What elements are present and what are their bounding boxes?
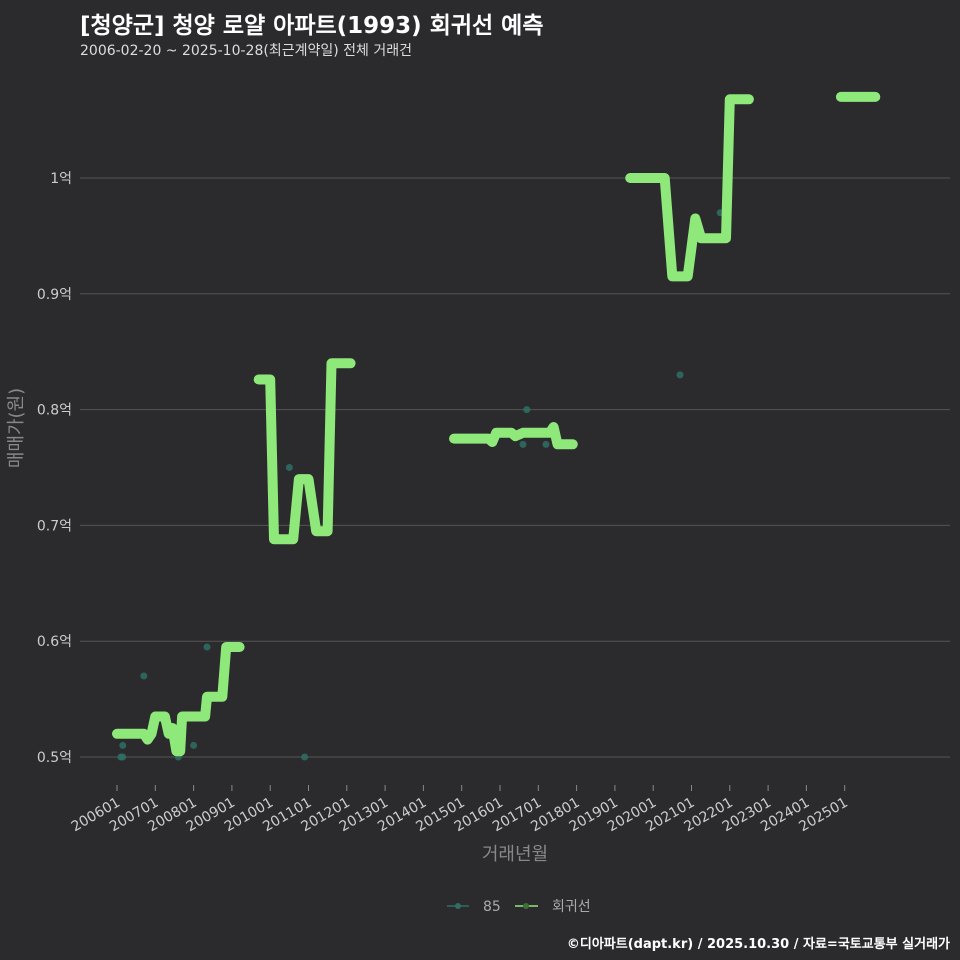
x-axis-title: 거래년월 [482,844,548,865]
legend-85-point-swatch [455,903,461,909]
y-axis-title: 매매가(원) [6,388,27,468]
y-axis-ticks: 0.5억 0.6억 0.7억 0.8억 0.9억 1억 [37,171,72,766]
legend-label-regression: 회귀선 [552,899,591,915]
scatter-point[interactable] [190,741,198,749]
scatter-points [117,209,724,761]
scatter-point[interactable] [519,440,527,448]
scatter-point[interactable] [140,672,148,680]
regression-lines [112,91,881,757]
legend-item-regression[interactable]: 회귀선 [515,899,591,915]
chart-subtitle: 2006-02-20 ~ 2025-10-28(최근계약일) 전체 거래건 [80,43,412,59]
y-tick-label: 0.8억 [37,403,72,419]
chart-title: [청양군] 청양 로얄 아파트(1993) 회귀선 예측 [80,13,544,39]
legend-regression-point-swatch [523,903,529,909]
scatter-point[interactable] [285,464,293,471]
regression-line-segment[interactable] [253,358,356,545]
regression-line-segment[interactable] [449,422,578,450]
scatter-point[interactable] [119,753,127,761]
y-tick-label: 0.7억 [37,518,72,534]
source-credit: ©디아파트(dapt.kr) / 2025.10.30 / 자료=국토교통부 실… [566,937,950,952]
grid-lines [80,177,950,758]
regression-line-segment[interactable] [112,642,245,757]
legend-label-85: 85 [483,899,501,915]
scatter-point[interactable] [542,440,550,448]
scatter-point[interactable] [523,406,531,414]
regression-line-segment[interactable] [625,94,754,282]
scatter-point[interactable] [203,643,211,651]
y-tick-label: 0.9억 [37,287,72,303]
legend-item-85[interactable]: 85 [447,899,501,915]
scatter-point[interactable] [301,753,309,761]
y-tick-label: 0.6억 [37,634,72,650]
y-tick-label: 1억 [50,171,72,187]
x-axis-ticks: 2006012007012008012009012010012011012012… [69,785,851,835]
legend: 85 회귀선 [447,899,591,915]
scatter-point[interactable] [119,741,127,749]
scatter-point[interactable] [676,371,684,379]
y-tick-label: 0.5억 [37,750,72,766]
